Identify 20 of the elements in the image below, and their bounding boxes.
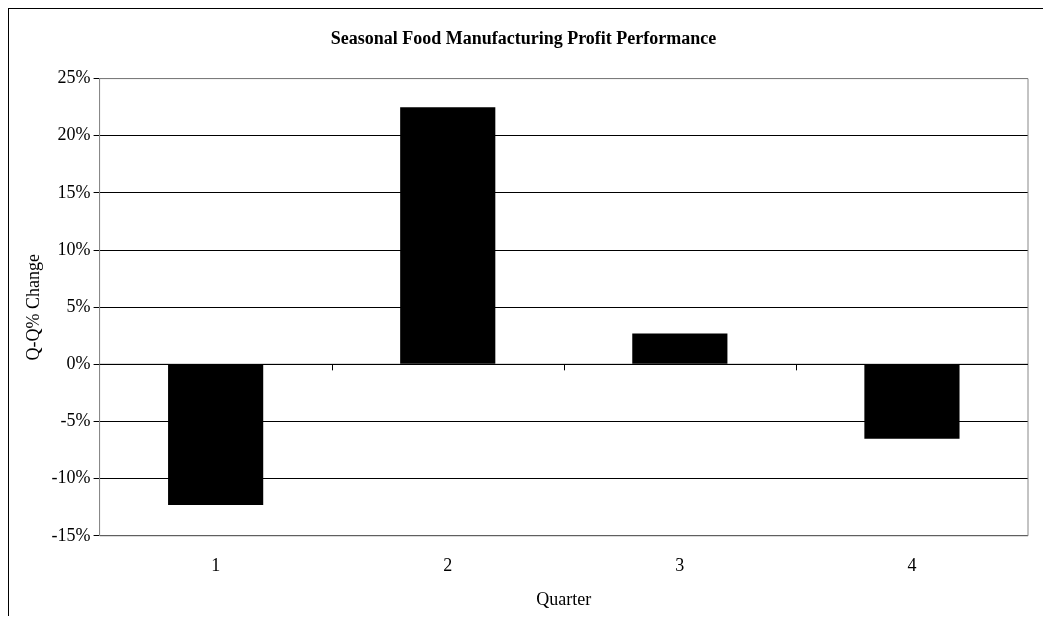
x-tick-label: 3 <box>675 555 685 576</box>
x-tick-label: 2 <box>443 555 453 576</box>
x-axis-title: Quarter <box>536 588 592 609</box>
bar <box>168 364 264 505</box>
y-tick-label: -5% <box>60 410 91 431</box>
bar <box>864 364 960 439</box>
y-tick-label: -15% <box>51 524 91 545</box>
x-tick-label: 4 <box>907 555 917 576</box>
y-tick-label: 0% <box>66 353 91 374</box>
y-tick-label: 20% <box>57 124 91 145</box>
bar <box>400 107 496 364</box>
y-tick-label: 25% <box>57 67 91 88</box>
y-tick-label: 5% <box>66 295 91 316</box>
chart-title: Seasonal Food Manufacturing Profit Performance <box>330 28 717 49</box>
y-axis-title: Q-Q% Change <box>22 253 43 361</box>
y-tick-label: 15% <box>57 181 91 202</box>
y-tick-label: 10% <box>57 238 91 259</box>
bar <box>632 333 728 364</box>
x-tick-label: 1 <box>211 555 221 576</box>
y-tick-label: -10% <box>51 467 91 488</box>
